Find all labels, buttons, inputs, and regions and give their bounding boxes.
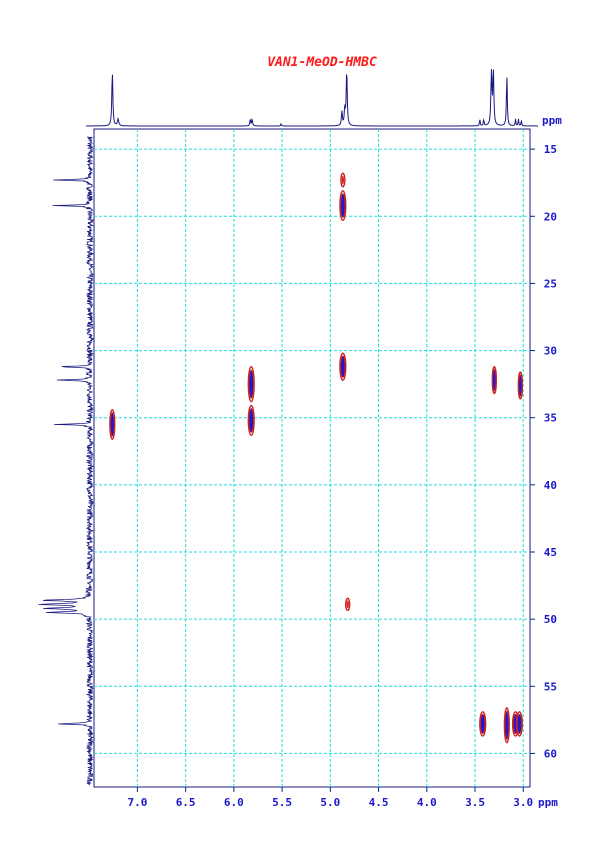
y-tick-label: 35 — [544, 412, 557, 425]
y-tick-label: 20 — [544, 210, 557, 223]
contour-outer — [340, 172, 346, 188]
y-tick-label: 45 — [544, 546, 557, 559]
chart-title: VAN1-MeOD-HMBC — [267, 55, 377, 70]
contour-inner — [493, 372, 496, 388]
x-tick-label: 4.0 — [417, 796, 437, 809]
proton-trace — [86, 68, 538, 127]
contour-inner — [346, 600, 349, 609]
hmbc-cross-peak — [515, 711, 523, 737]
contour-outer — [344, 597, 351, 612]
hmbc-cross-peak — [247, 404, 255, 436]
proton-projection — [86, 68, 538, 127]
contour-outer — [479, 711, 487, 737]
contour-inner — [481, 717, 485, 731]
contour-inner — [341, 175, 344, 185]
contour-outer — [491, 365, 498, 395]
contour-outer — [247, 404, 255, 436]
contour-inner — [517, 717, 521, 731]
x-tick-label: 3.0 — [513, 796, 533, 809]
contour-inner — [249, 375, 253, 394]
contour-outer — [517, 371, 524, 400]
y-tick-label: 60 — [544, 747, 557, 760]
y-axis-unit: ppm — [542, 114, 562, 127]
y-tick-label: 25 — [544, 277, 557, 290]
contour-inner — [505, 716, 509, 735]
y-tick-label: 40 — [544, 479, 557, 492]
contour-inner — [341, 197, 345, 214]
x-tick-label: 5.0 — [320, 796, 340, 809]
carbon-trace — [38, 136, 95, 786]
carbon-projection — [38, 136, 95, 786]
x-tick-label: 4.5 — [369, 796, 389, 809]
hmbc-cross-peak — [247, 365, 255, 403]
contour-inner — [341, 359, 345, 374]
plot-grid — [94, 129, 530, 787]
hmbc-cross-peak — [344, 597, 351, 612]
contour-outer — [515, 711, 523, 737]
hmbc-cross-peak — [479, 711, 487, 737]
x-axis-unit: ppm — [538, 796, 558, 809]
x-tick-label: 3.5 — [465, 796, 485, 809]
x-tick-label: 7.0 — [127, 796, 147, 809]
contour-inner — [249, 412, 253, 429]
hmbc-cross-peak — [109, 408, 116, 440]
hmbc-cross-peak — [339, 190, 347, 222]
contour-outer — [503, 707, 510, 744]
y-axis-ticks: 15 20 25 30 35 40 45 50 55 60 — [530, 143, 557, 760]
x-tick-label: 6.5 — [176, 796, 196, 809]
hmbc-cross-peak — [340, 172, 346, 188]
y-tick-label: 15 — [544, 143, 557, 156]
hmbc-cross-peak — [491, 365, 498, 395]
plot-frame — [93, 128, 531, 788]
hmbc-cross-peak — [503, 707, 510, 744]
y-tick-label: 50 — [544, 613, 557, 626]
y-tick-label: 30 — [544, 345, 557, 358]
hmbc-cross-peak — [339, 352, 347, 381]
contour-peaks — [109, 172, 524, 744]
x-tick-label: 5.5 — [272, 796, 292, 809]
contour-inner — [519, 378, 522, 393]
contour-outer — [339, 352, 347, 381]
contour-inner — [110, 416, 114, 433]
hmbc-cross-peak — [517, 371, 524, 400]
contour-outer — [109, 408, 116, 440]
y-tick-label: 55 — [544, 680, 557, 693]
x-axis-ticks: 7.0 6.5 6.0 5.5 5.0 4.5 4.0 3.5 3.0 — [127, 787, 533, 809]
contour-outer — [247, 365, 255, 403]
x-tick-label: 6.0 — [224, 796, 244, 809]
contour-outer — [339, 190, 347, 222]
